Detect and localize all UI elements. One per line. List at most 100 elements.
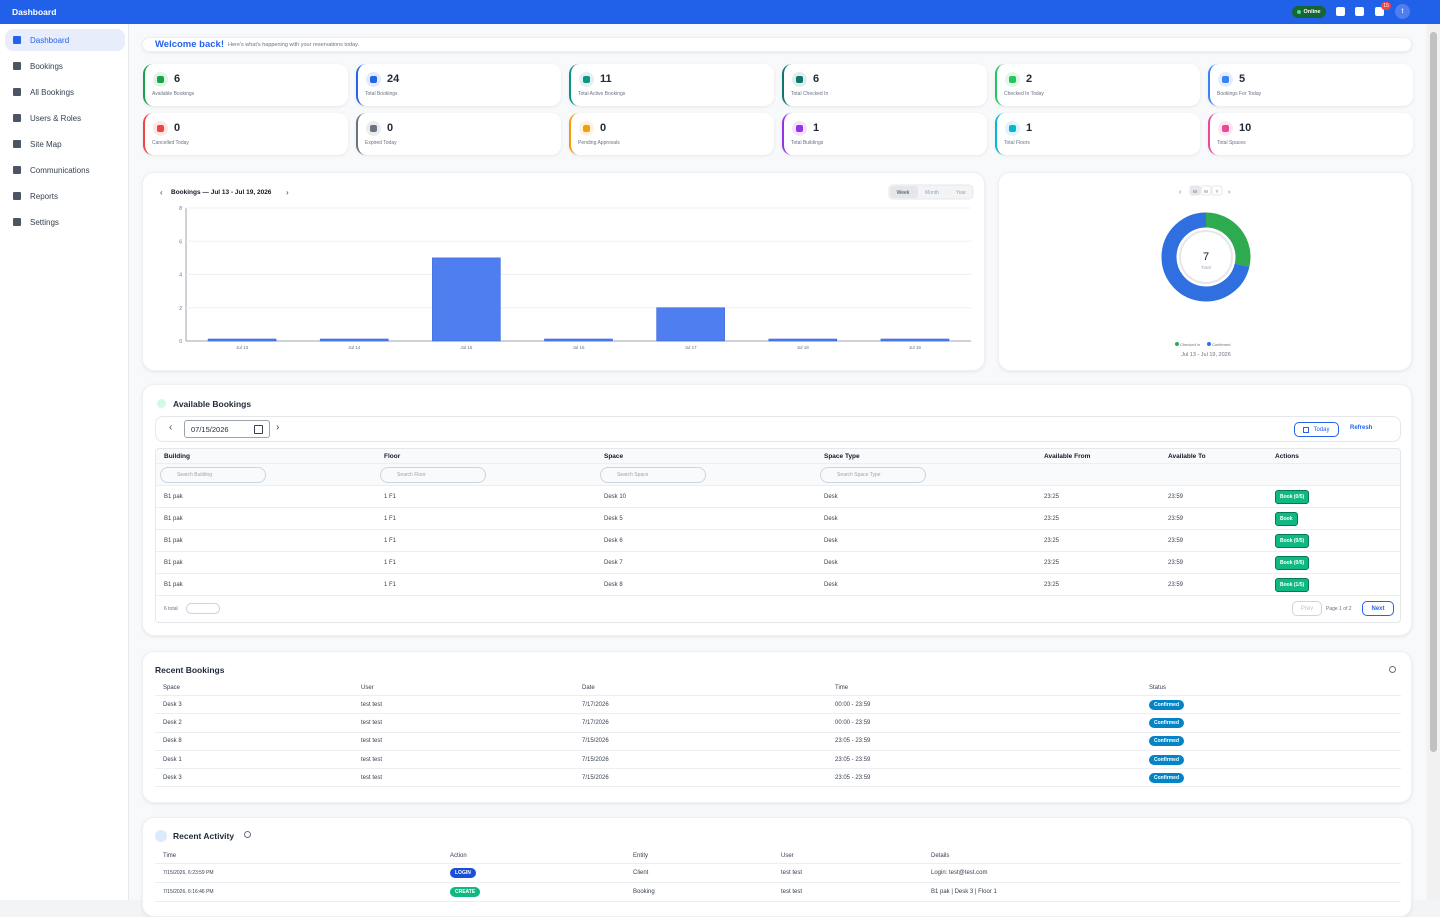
nav-item[interactable]: Users & Roles [5, 107, 125, 129]
stat-card: 6 Total Checked In [782, 64, 987, 106]
nav-icon [13, 114, 21, 122]
range-option[interactable]: Week [897, 190, 910, 196]
table-cell: Desk [824, 581, 838, 588]
prev-button[interactable]: Prev [1292, 601, 1322, 616]
table-row: Desk 3 test test 7/15/2026 23:05 - 23:59 Con… [155, 769, 1401, 788]
messages[interactable] [1355, 7, 1364, 16]
today-button[interactable]: Today [1294, 422, 1339, 437]
refresh-icon[interactable] [244, 831, 251, 838]
stat-card: 0 Pending Approvals [569, 113, 774, 155]
refresh-label: Refresh [1350, 425, 1373, 431]
nav-label: Bookings [30, 61, 63, 71]
y-tick-label: 0 [179, 339, 182, 345]
range-option[interactable]: Month [925, 190, 939, 196]
table-header: Building Floor Space Space Type Available Fr… [156, 449, 1400, 464]
welcome-title: Welcome back! [155, 39, 224, 50]
donut-total-label: Total [1201, 265, 1211, 270]
table-cell: Desk [824, 537, 838, 544]
book-button[interactable]: Book [1275, 511, 1298, 526]
stat-icon [153, 72, 168, 87]
nav-label: All Bookings [30, 87, 75, 97]
table-cell: Booking [633, 889, 655, 895]
table-cell: test test [361, 701, 383, 708]
nav-item[interactable]: Bookings [5, 55, 125, 77]
book-button[interactable]: Book (0/5) [1275, 489, 1310, 504]
nav-item[interactable]: Reports [5, 185, 125, 207]
table-cell: 23:25 [1044, 559, 1060, 566]
column-header: Actions [1275, 452, 1299, 460]
toolbar: ‹ 07/15/2026 › Today Refresh [155, 416, 1401, 442]
stat-label: Total Active Bookings [578, 91, 626, 97]
table-cell: 23:25 [1044, 493, 1060, 500]
refresh-icon[interactable] [1389, 666, 1396, 673]
table-cell: test test [361, 719, 383, 726]
date-value: 07/15/2026 [191, 425, 229, 434]
stat-label: Total Buildings [791, 140, 824, 146]
chart-title: Bookings — Jul 13 - Jul 19, 2026 [171, 189, 272, 196]
column-search[interactable]: Search Building [160, 466, 266, 483]
recent-bookings-card: Recent Bookings Space User Date Time Status De… [142, 651, 1412, 803]
stat-value: 24 [387, 73, 400, 85]
date-next[interactable]: › [276, 422, 280, 433]
legend-swatch [1175, 342, 1179, 346]
date-prev[interactable]: ‹ [169, 422, 173, 433]
chart-prev[interactable]: ‹ [1179, 189, 1182, 196]
table-cell: 23:59 [1168, 559, 1184, 566]
table-cell: 23:25 [1044, 581, 1060, 588]
status-cell: Confirmed [1149, 754, 1401, 765]
stat-icon-glyph [370, 76, 377, 83]
range-option[interactable]: M [1204, 189, 1208, 194]
range-option[interactable]: Year [956, 190, 966, 196]
range-option[interactable]: Y [1215, 189, 1218, 194]
avatar[interactable]: t [1395, 4, 1410, 19]
next-button[interactable]: Next [1362, 601, 1394, 616]
column-search[interactable]: Search Space Type [820, 466, 926, 483]
scrollbar-thumb[interactable] [1430, 32, 1437, 752]
chart-prev[interactable]: ‹ [160, 188, 163, 197]
stat-icon-glyph [1009, 125, 1016, 132]
x-tick-label: Jul 14 [348, 345, 361, 350]
action-cell: Book (1/5) [1275, 577, 1400, 592]
stat-value: 5 [1239, 73, 1246, 85]
book-button[interactable]: Book (0/5) [1275, 555, 1310, 570]
stat-value: 0 [600, 122, 607, 134]
column-header: Action [450, 853, 467, 859]
x-tick-label: Jul 15 [460, 345, 473, 350]
stat-label: Cancelled Today [152, 140, 189, 146]
column-search[interactable]: Search Floor [380, 466, 486, 483]
bar [207, 338, 277, 342]
stat-label: Total Bookings [365, 91, 398, 97]
book-button[interactable]: Book (1/5) [1275, 577, 1310, 592]
nav-item[interactable]: All Bookings [5, 81, 125, 103]
nav-item[interactable]: Settings [5, 211, 125, 233]
notifications[interactable] [1375, 7, 1384, 16]
table-cell: Desk 1 [163, 756, 182, 763]
column-header: User [781, 853, 794, 859]
table-cell: Desk 3 [163, 774, 182, 781]
column-header: Time [835, 685, 849, 691]
nav-icon [13, 88, 21, 96]
bar [319, 338, 389, 342]
bar [656, 307, 725, 342]
table-row: B1 pak 1 F1 Desk 10 Desk 23:25 23:59 Book (0/5… [156, 486, 1400, 508]
nav-item[interactable]: Dashboard [5, 29, 125, 51]
table-row: B1 pak 1 F1 Desk 5 Desk 23:25 23:59 Book [156, 508, 1400, 530]
page-size[interactable] [186, 603, 220, 614]
chart-next[interactable]: › [286, 188, 289, 197]
stat-icon-glyph [370, 125, 377, 132]
chart-next[interactable]: › [1228, 189, 1231, 196]
stat-icon [1005, 72, 1020, 87]
nav-item[interactable]: Site Map [5, 133, 125, 155]
table-cell: B1 pak [164, 515, 183, 522]
theme-toggle[interactable] [1336, 7, 1345, 16]
date-input[interactable]: 07/15/2026 [184, 420, 270, 438]
table-cell: 7/15/2026, 6:23:59 PM [163, 870, 214, 876]
stat-icon-glyph [796, 125, 803, 132]
refresh-button[interactable]: Refresh [1350, 425, 1372, 431]
book-button[interactable]: Book (0/5) [1275, 533, 1310, 548]
stat-value: 2 [1026, 73, 1033, 85]
x-tick-label: Jul 19 [909, 345, 922, 350]
column-search[interactable]: Search Space [600, 466, 706, 483]
nav-item[interactable]: Communications [5, 159, 125, 181]
range-option[interactable]: W [1193, 189, 1198, 194]
